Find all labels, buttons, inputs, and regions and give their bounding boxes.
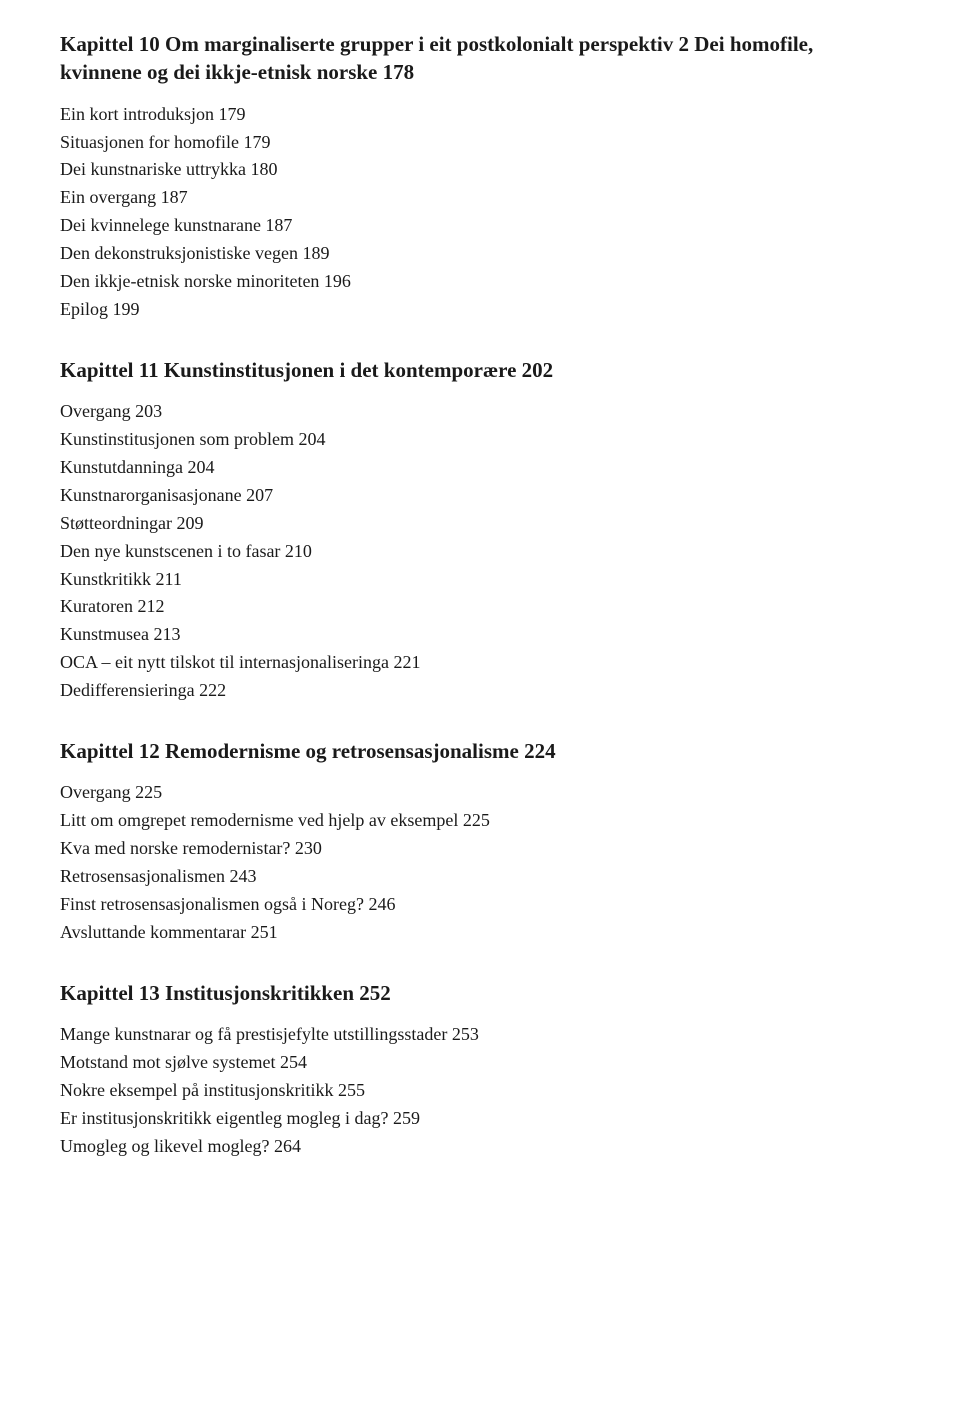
section-group: Overgang 203 Kunstinstitusjonen som prob… bbox=[60, 398, 900, 705]
toc-section: Umogleg og likevel mogleg? 264 bbox=[60, 1133, 900, 1161]
toc-section: Kunstinstitusjonen som problem 204 bbox=[60, 426, 900, 454]
toc-section: OCA – eit nytt tilskot til internasjonal… bbox=[60, 649, 900, 677]
toc-section: Kunstutdanninga 204 bbox=[60, 454, 900, 482]
toc-section: Motstand mot sjølve systemet 254 bbox=[60, 1049, 900, 1077]
section-group: Mange kunstnarar og få prestisjefylte ut… bbox=[60, 1021, 900, 1160]
toc-section: Nokre eksempel på institusjonskritikk 25… bbox=[60, 1077, 900, 1105]
toc-section: Den dekonstruksjonistiske vegen 189 bbox=[60, 240, 900, 268]
chapter-heading: Kapittel 11 Kunstinstitusjonen i det kon… bbox=[60, 356, 900, 384]
toc-section: Dedifferensieringa 222 bbox=[60, 677, 900, 705]
chapter-heading: Kapittel 12 Remodernisme og retrosensasj… bbox=[60, 737, 900, 765]
toc-section: Ein kort introduksjon 179 bbox=[60, 101, 900, 129]
toc-section: Finst retrosensasjonalismen også i Noreg… bbox=[60, 891, 900, 919]
toc-section: Kunstkritikk 211 bbox=[60, 566, 900, 594]
toc-section: Ein overgang 187 bbox=[60, 184, 900, 212]
toc-section: Dei kunstnariske uttrykka 180 bbox=[60, 156, 900, 184]
toc-section: Situasjonen for homofile 179 bbox=[60, 129, 900, 157]
section-group: Overgang 225 Litt om omgrepet remodernis… bbox=[60, 779, 900, 946]
toc-section: Mange kunstnarar og få prestisjefylte ut… bbox=[60, 1021, 900, 1049]
toc-section: Kunstnarorganisasjonane 207 bbox=[60, 482, 900, 510]
toc-section: Retrosensasjonalismen 243 bbox=[60, 863, 900, 891]
section-group: Ein kort introduksjon 179 Situasjonen fo… bbox=[60, 101, 900, 324]
toc-section: Støtteordningar 209 bbox=[60, 510, 900, 538]
table-of-contents: Kapittel 10 Om marginaliserte grupper i … bbox=[60, 30, 900, 1160]
toc-section: Epilog 199 bbox=[60, 296, 900, 324]
toc-section: Overgang 225 bbox=[60, 779, 900, 807]
toc-section: Overgang 203 bbox=[60, 398, 900, 426]
toc-section: Kuratoren 212 bbox=[60, 593, 900, 621]
chapter-heading: Kapittel 10 Om marginaliserte grupper i … bbox=[60, 30, 900, 87]
toc-section: Den nye kunstscenen i to fasar 210 bbox=[60, 538, 900, 566]
toc-section: Kva med norske remodernistar? 230 bbox=[60, 835, 900, 863]
toc-section: Avsluttande kommentarar 251 bbox=[60, 919, 900, 947]
toc-section: Dei kvinnelege kunstnarane 187 bbox=[60, 212, 900, 240]
toc-section: Litt om omgrepet remodernisme ved hjelp … bbox=[60, 807, 900, 835]
chapter-heading: Kapittel 13 Institusjonskritikken 252 bbox=[60, 979, 900, 1007]
toc-section: Den ikkje-etnisk norske minoriteten 196 bbox=[60, 268, 900, 296]
toc-section: Kunstmusea 213 bbox=[60, 621, 900, 649]
toc-section: Er institusjonskritikk eigentleg mogleg … bbox=[60, 1105, 900, 1133]
